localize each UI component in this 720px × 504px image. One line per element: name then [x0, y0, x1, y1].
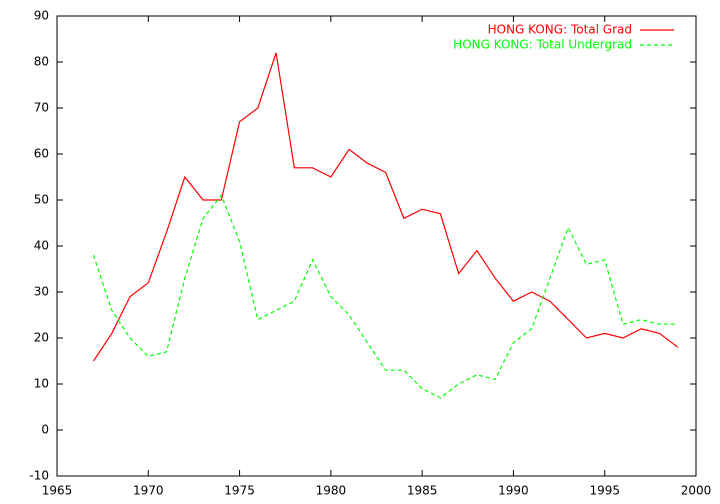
y-tick-label: 80: [34, 55, 49, 69]
x-tick-label: 2000: [681, 484, 712, 498]
x-tick-label: 1975: [224, 484, 255, 498]
legend-label: HONG KONG: Total Undergrad: [453, 38, 632, 52]
series-line: [93, 52, 679, 362]
y-tick-label: 10: [34, 377, 49, 391]
x-tick-label: 1995: [589, 484, 620, 498]
y-tick-label: 40: [34, 239, 49, 253]
y-tick-label: 0: [41, 423, 49, 437]
y-tick-label: 60: [34, 147, 49, 161]
x-tick-label: 1980: [316, 484, 347, 498]
y-tick-label: -10: [29, 469, 49, 483]
x-tick-label: 1990: [498, 484, 529, 498]
y-tick-label: 30: [34, 285, 49, 299]
y-tick-label: 90: [34, 9, 49, 23]
x-tick-label: 1965: [42, 484, 73, 498]
x-tick-label: 1985: [407, 484, 438, 498]
y-tick-label: 50: [34, 193, 49, 207]
y-tick-label: 70: [34, 101, 49, 115]
series-line: [92, 194, 678, 399]
plot-frame: [56, 15, 697, 477]
x-tick-label: 1970: [133, 484, 164, 498]
legend-label: HONG KONG: Total Grad: [488, 23, 632, 37]
y-tick-label: 20: [34, 331, 49, 345]
